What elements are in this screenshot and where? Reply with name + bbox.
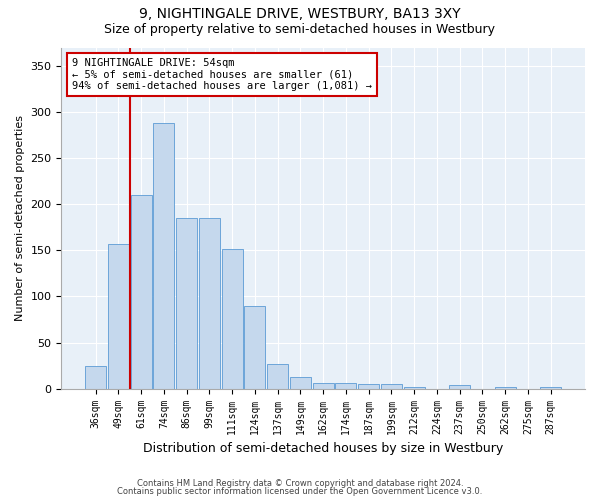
Bar <box>495 387 515 388</box>
Bar <box>449 385 470 388</box>
Bar <box>404 387 425 388</box>
Bar <box>290 376 311 388</box>
Bar <box>381 384 402 388</box>
X-axis label: Distribution of semi-detached houses by size in Westbury: Distribution of semi-detached houses by … <box>143 442 503 455</box>
Bar <box>335 383 356 388</box>
Bar <box>85 366 106 388</box>
Bar <box>267 364 288 388</box>
Text: 9 NIGHTINGALE DRIVE: 54sqm
← 5% of semi-detached houses are smaller (61)
94% of : 9 NIGHTINGALE DRIVE: 54sqm ← 5% of semi-… <box>72 58 372 91</box>
Bar <box>540 387 561 388</box>
Bar <box>131 195 152 388</box>
Bar <box>199 218 220 388</box>
Text: Size of property relative to semi-detached houses in Westbury: Size of property relative to semi-detach… <box>104 22 496 36</box>
Text: Contains HM Land Registry data © Crown copyright and database right 2024.: Contains HM Land Registry data © Crown c… <box>137 478 463 488</box>
Bar <box>222 248 242 388</box>
Bar <box>244 306 265 388</box>
Bar <box>358 384 379 388</box>
Bar <box>154 123 175 388</box>
Bar <box>176 218 197 388</box>
Text: 9, NIGHTINGALE DRIVE, WESTBURY, BA13 3XY: 9, NIGHTINGALE DRIVE, WESTBURY, BA13 3XY <box>139 8 461 22</box>
Bar <box>313 383 334 388</box>
Bar <box>108 244 129 388</box>
Text: Contains public sector information licensed under the Open Government Licence v3: Contains public sector information licen… <box>118 487 482 496</box>
Y-axis label: Number of semi-detached properties: Number of semi-detached properties <box>15 115 25 321</box>
